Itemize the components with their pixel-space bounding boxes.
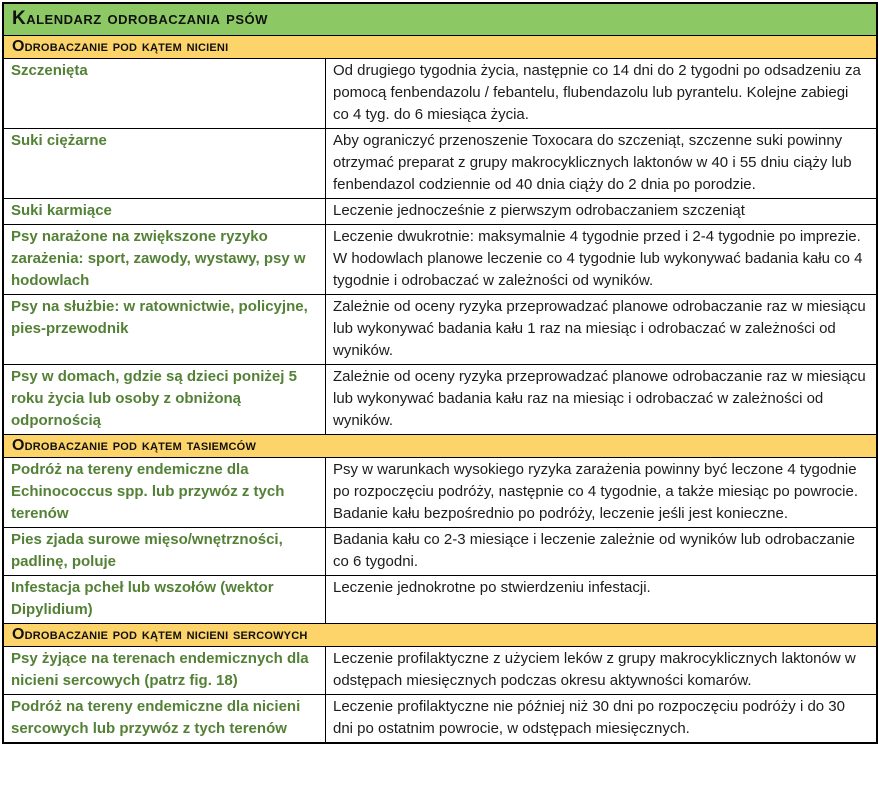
row-text: Zależnie od oceny ryzyka przeprowadzać p…	[333, 298, 866, 359]
row-label: Suki karmiące	[4, 199, 326, 224]
row-text: Psy w warunkach wysokiego ryzyka zarażen…	[333, 461, 859, 522]
section-header-nicienie-sercowe: Odrobaczanie pod kątem nicieni sercowych	[4, 624, 876, 647]
table-row: Psy na służbie: w ratownictwie, policyjn…	[4, 295, 876, 365]
row-label: Psy na służbie: w ratownictwie, policyjn…	[4, 295, 326, 364]
row-label: Suki ciężarne	[4, 129, 326, 198]
row-label: Psy żyjące na terenach endemicznych dla …	[4, 647, 326, 694]
table-row: Suki ciężarne Aby ograniczyć przenoszeni…	[4, 129, 876, 199]
row-label: Podróż na tereny endemiczne dla Echinoco…	[4, 458, 326, 527]
row-label: Psy narażone na zwiększone ryzyko zaraże…	[4, 225, 326, 294]
table-row: Suki karmiące Leczenie jednocześnie z pi…	[4, 199, 876, 225]
row-text: Zależnie od oceny ryzyka przeprowadzać p…	[333, 368, 866, 429]
row-text: Badania kału co 2-3 miesiące i leczenie …	[333, 531, 855, 570]
table-row: Psy żyjące na terenach endemicznych dla …	[4, 647, 876, 695]
deworming-calendar-table: Kalendarz odrobaczania psów Odrobaczanie…	[2, 2, 878, 744]
table-row: Szczenięta Od drugiego tygodnia życia, n…	[4, 59, 876, 129]
row-label: Infestacja pcheł lub wszołów (wektor Dip…	[4, 576, 326, 623]
table-row: Podróż na tereny endemiczne dla Echinoco…	[4, 458, 876, 528]
row-label: Psy w domach, gdzie są dzieci poniżej 5 …	[4, 365, 326, 434]
row-text: Leczenie dwukrotnie: maksymalnie 4 tygod…	[333, 228, 863, 289]
section-header-nicienie: Odrobaczanie pod kątem nicieni	[4, 36, 876, 59]
table-row: Psy narażone na zwiększone ryzyko zaraże…	[4, 225, 876, 295]
row-text: Leczenie profilaktyczne nie później niż …	[333, 698, 845, 737]
row-text: Od drugiego tygodnia życia, następnie co…	[333, 62, 861, 123]
row-text: Leczenie profilaktyczne z użyciem leków …	[333, 650, 856, 689]
page-title: Kalendarz odrobaczania psów	[4, 4, 876, 36]
table-row: Infestacja pcheł lub wszołów (wektor Dip…	[4, 576, 876, 624]
row-label: Pies zjada surowe mięso/wnętrzności, pad…	[4, 528, 326, 575]
table-row: Pies zjada surowe mięso/wnętrzności, pad…	[4, 528, 876, 576]
row-label: Szczenięta	[4, 59, 326, 128]
row-text: Leczenie jednocześnie z pierwszym odroba…	[333, 202, 745, 219]
row-text: Aby ograniczyć przenoszenie Toxocara do …	[333, 132, 852, 193]
table-row: Psy w domach, gdzie są dzieci poniżej 5 …	[4, 365, 876, 435]
section-header-tasiemce: Odrobaczanie pod kątem tasiemców	[4, 435, 876, 458]
row-text: Leczenie jednokrotne po stwierdzeniu inf…	[333, 579, 651, 596]
row-label: Podróż na tereny endemiczne dla nicieni …	[4, 695, 326, 742]
table-row: Podróż na tereny endemiczne dla nicieni …	[4, 695, 876, 742]
